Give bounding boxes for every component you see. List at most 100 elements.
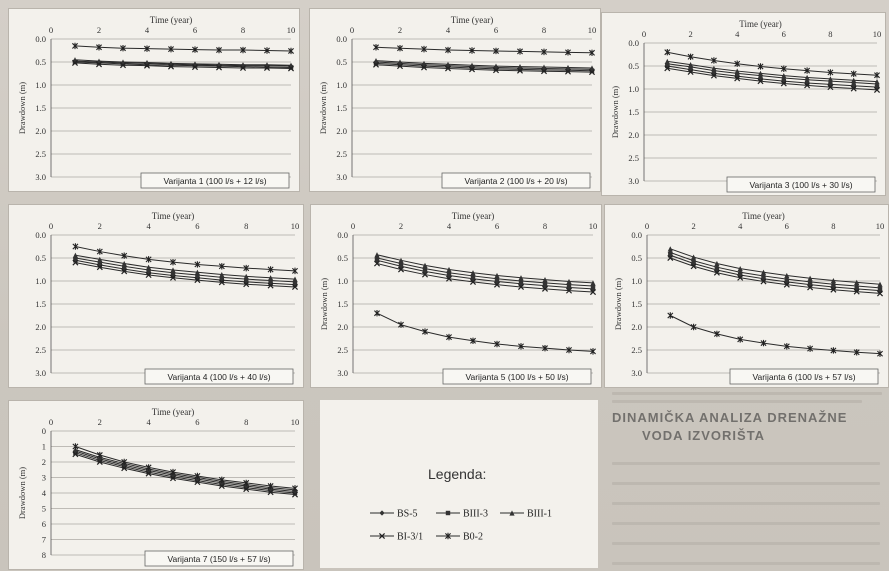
data-point — [589, 289, 597, 296]
data-point — [398, 257, 404, 263]
data-point — [711, 65, 717, 71]
data-point — [714, 267, 720, 273]
data-point — [737, 274, 744, 281]
x-tick-label: 10 — [589, 221, 598, 231]
y-tick-label: 2.0 — [337, 322, 348, 332]
data-point — [830, 277, 836, 284]
data-point — [783, 281, 790, 288]
variant-label: Varijanta 4 (100 l/s + 40 l/s) — [167, 372, 270, 382]
series-line — [670, 248, 881, 285]
series-biii-1 — [667, 246, 883, 287]
y-tick-label: 3 — [42, 473, 46, 483]
data-point — [590, 348, 596, 355]
data-point — [243, 485, 249, 490]
x-tick-label: 10 — [287, 25, 296, 35]
data-point — [243, 279, 249, 285]
y-tick-label: 3.0 — [337, 368, 348, 378]
x-tick-label: 6 — [195, 221, 199, 231]
data-point — [287, 65, 295, 72]
data-point — [542, 283, 548, 288]
data-point — [737, 336, 744, 343]
data-point — [72, 451, 79, 458]
data-point — [422, 328, 428, 335]
data-point — [469, 65, 475, 71]
y-tick-label: 6 — [42, 519, 46, 529]
data-point — [877, 350, 883, 357]
series-line — [667, 51, 878, 76]
data-point — [827, 84, 834, 91]
data-point — [97, 256, 103, 262]
data-point — [396, 63, 404, 70]
data-point — [541, 48, 547, 56]
y-tick-label: 1.0 — [337, 276, 348, 286]
y-tick-label: 3.0 — [35, 368, 46, 378]
data-point — [170, 474, 176, 479]
x-tick-label: 10 — [873, 29, 882, 39]
data-point — [540, 68, 548, 75]
data-point — [851, 77, 857, 83]
series-line — [376, 259, 594, 290]
data-point — [854, 286, 859, 292]
y-tick-label: 0.5 — [337, 253, 348, 263]
y-tick-label: 0 — [42, 426, 46, 436]
data-point — [494, 340, 500, 348]
data-point — [397, 62, 403, 67]
x-tick-label: 10 — [876, 221, 885, 231]
series-line — [375, 60, 593, 69]
y-tick-label: 1.0 — [35, 276, 46, 286]
data-point — [121, 464, 127, 469]
background-text-line — [612, 542, 880, 545]
data-point — [853, 349, 860, 356]
data-point — [121, 266, 127, 272]
x-tick-label: 8 — [244, 221, 248, 231]
data-point — [469, 47, 475, 54]
data-point — [373, 44, 379, 51]
x-tick-label: 2 — [98, 221, 102, 231]
y-tick-label: 0.0 — [628, 38, 639, 48]
x-tick-label: 2 — [399, 221, 403, 231]
data-point — [690, 263, 697, 270]
variant-label-box — [441, 172, 591, 189]
data-point — [121, 252, 128, 259]
y-axis-label: Drawdown (m) — [318, 82, 328, 134]
data-point — [469, 62, 475, 68]
data-point — [760, 339, 767, 347]
data-point — [422, 269, 428, 274]
x-tick-label: 4 — [146, 417, 151, 427]
chart-panel-6: 0.0 0.5 1.0 1.5 2.0 2.5 3.0 0 2 4 6 8 10 Time (year) D… — [604, 204, 889, 388]
data-point — [170, 267, 176, 273]
data-point — [292, 485, 298, 492]
variant-label: Varijanta 6 (100 l/s + 57 l/s) — [752, 372, 855, 382]
series-bi-3-1 — [71, 59, 295, 72]
variant-label: Varijanta 5 (100 l/s + 50 l/s) — [465, 372, 568, 382]
data-point — [291, 283, 299, 291]
data-point — [144, 45, 150, 52]
background-heading-2: VODA IZVORIŠTA — [642, 428, 766, 443]
series-line — [75, 453, 296, 496]
data-point — [688, 62, 694, 68]
data-point — [757, 70, 764, 76]
y-tick-label: 0.0 — [631, 230, 642, 240]
data-point — [194, 472, 201, 480]
data-point — [267, 489, 274, 496]
y-tick-label: 1.5 — [631, 299, 642, 309]
variant-label-box — [144, 550, 294, 567]
data-point — [192, 46, 198, 53]
data-point — [734, 60, 741, 67]
series-line — [75, 262, 296, 288]
data-point — [758, 76, 763, 82]
y-tick-label: 0.0 — [35, 230, 46, 240]
data-point — [420, 64, 428, 71]
data-point — [667, 254, 674, 262]
data-point — [73, 258, 78, 263]
data-point — [542, 277, 548, 283]
data-point — [710, 57, 717, 64]
series-biii-1 — [664, 58, 880, 85]
series-line — [375, 64, 593, 73]
data-point — [588, 69, 596, 76]
data-point — [145, 271, 152, 279]
data-point — [807, 275, 813, 281]
y-axis-label: Drawdown (m) — [17, 82, 27, 134]
data-point — [517, 64, 523, 70]
series-bi-3-1 — [72, 451, 299, 498]
